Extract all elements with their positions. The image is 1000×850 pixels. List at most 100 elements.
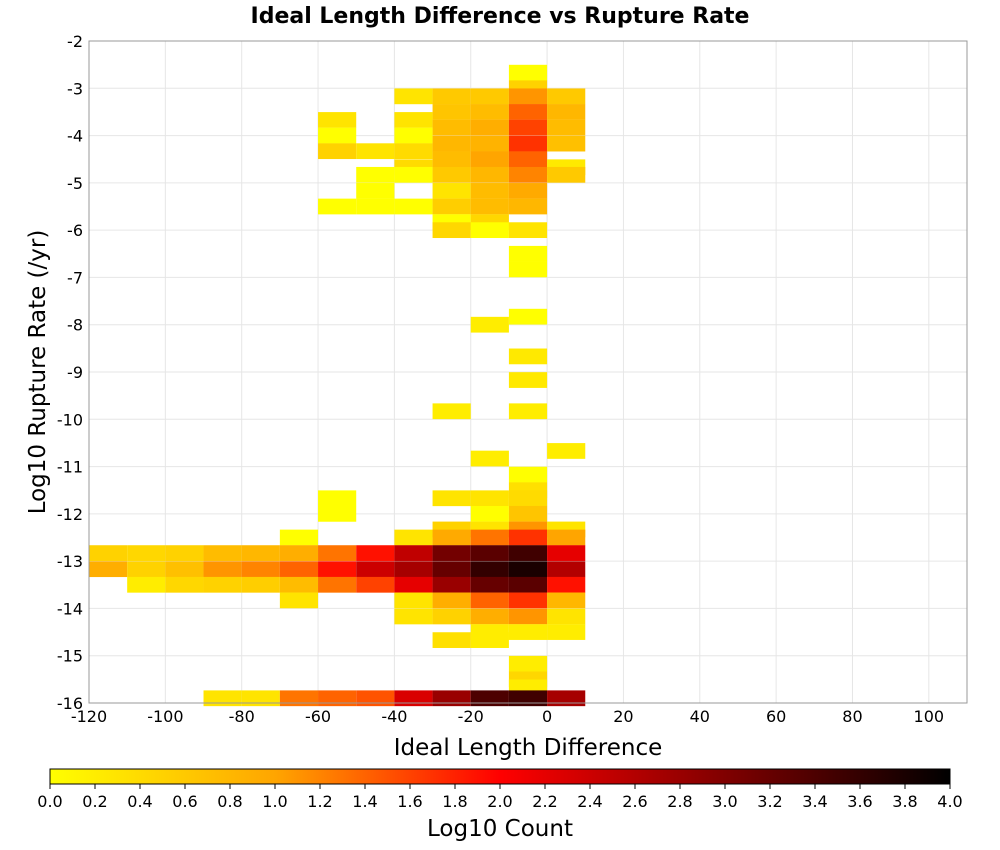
heatmap-cell [279, 576, 319, 593]
heatmap-cell [470, 632, 509, 648]
heatmap-cell [508, 261, 548, 278]
heatmap-cell [127, 561, 166, 578]
heatmap-cell [394, 576, 433, 593]
heatmap-cell [356, 561, 395, 578]
heatmap-cell [203, 690, 242, 707]
heatmap-cell [127, 545, 166, 561]
y-tick-label: -12 [57, 505, 83, 524]
heatmap-cell [318, 545, 357, 561]
heatmap-cell [470, 119, 509, 136]
heatmap-cell [547, 88, 586, 105]
heatmap-cell [318, 127, 357, 144]
colorbar-tick-label: 2.8 [667, 792, 692, 811]
heatmap-cell [508, 655, 548, 672]
heatmap-cell [547, 576, 586, 593]
heatmap-cell [508, 690, 548, 707]
heatmap-cell [508, 135, 548, 152]
colorbar-tick-label: 3.8 [892, 792, 917, 811]
heatmap-cell [470, 88, 509, 105]
heatmap-cell [432, 183, 471, 199]
colorbar-tick-label: 3.0 [712, 792, 737, 811]
heatmap-cell [508, 592, 548, 609]
heatmap-cell [432, 166, 471, 183]
heatmap-cell [394, 561, 433, 578]
heatmap-cell [508, 222, 548, 239]
heatmap-cell [470, 450, 509, 467]
heatmap-cell [508, 88, 548, 105]
plot-frame [88, 40, 968, 704]
colorbar-tick-label: 3.6 [847, 792, 872, 811]
heatmap-cell [394, 88, 433, 105]
heatmap-cell [356, 576, 395, 593]
heatmap-cell [279, 529, 319, 546]
heatmap-cell [394, 127, 433, 144]
heatmap-cell [470, 166, 509, 183]
heatmap-cell [508, 104, 548, 120]
colorbar-tick-label: 2.0 [487, 792, 512, 811]
heatmap-cell [356, 690, 395, 707]
heatmap-cell [508, 245, 548, 262]
colorbar-tick-label: 2.6 [622, 792, 647, 811]
heatmap-cell [318, 576, 357, 593]
heatmap-cell [356, 183, 395, 199]
heatmap-cell [470, 529, 509, 546]
heatmap-cell [432, 88, 471, 105]
heatmap-cell [508, 466, 548, 483]
heatmap-cells [89, 64, 586, 707]
heatmap-cell [508, 308, 548, 325]
heatmap-cell [508, 64, 548, 81]
heatmap-cell [432, 576, 471, 593]
x-ticks: -120 -100 -80 -60 -40 -20 0 20 40 60 80 100 [71, 707, 944, 726]
y-tick-label: -13 [57, 552, 83, 571]
heatmap-cell [165, 576, 204, 593]
colorbar-tick-label: 2.2 [532, 792, 557, 811]
heatmap-cell [547, 104, 586, 120]
x-tick-label: 100 [914, 707, 945, 726]
heatmap-cell [508, 608, 548, 625]
heatmap-cell [547, 624, 586, 640]
heatmap-cell [547, 690, 586, 707]
heatmap-cell [470, 592, 509, 609]
y-tick-label: -9 [67, 363, 83, 382]
x-tick-label: 20 [613, 707, 633, 726]
heatmap-cell [394, 529, 433, 546]
heatmap-cell [89, 545, 128, 561]
heatmap-cell [508, 529, 548, 546]
heatmap-cell [508, 183, 548, 199]
heatmap-cell [508, 166, 548, 183]
heatmap-cell [508, 505, 548, 522]
heatmap-cell [203, 576, 242, 593]
heatmap-cell [432, 592, 471, 609]
heatmap-cell [241, 545, 280, 561]
heatmap-cell [279, 545, 319, 561]
heatmap-cell [547, 443, 586, 459]
x-tick-label: -40 [381, 707, 407, 726]
heatmap-cell [547, 119, 586, 136]
colorbar [49, 768, 951, 785]
colorbar-tick-label: 0.6 [172, 792, 197, 811]
colorbar-tick-label: 0.2 [82, 792, 107, 811]
heatmap-cell [356, 198, 395, 215]
heatmap-cell [203, 561, 242, 578]
colorbar-tick-label: 1.0 [262, 792, 287, 811]
heatmap-cell [508, 403, 548, 420]
y-ticks: -2 -3 -4 -5 -6 -7 -8 -9 -10 -11 -12 -13 -14 -15 -16 [57, 32, 83, 713]
heatmap-cell [279, 690, 319, 707]
heatmap-cell [394, 166, 433, 183]
x-tick-label: 40 [690, 707, 710, 726]
heatmap-cell [432, 135, 471, 152]
heatmap-cell [547, 592, 586, 609]
heatmap-cell [508, 545, 548, 561]
y-tick-label: -7 [67, 268, 83, 287]
y-tick-label: -6 [67, 221, 83, 240]
heatmap-cell [394, 545, 433, 561]
heatmap-cell [470, 505, 509, 522]
x-tick-label: -60 [305, 707, 331, 726]
heatmap-cell [547, 166, 586, 183]
heatmap-cell [203, 545, 242, 561]
heatmap-cell [279, 592, 319, 609]
heatmap-cell [432, 119, 471, 136]
heatmap-cell [508, 490, 548, 507]
heatmap-cell [356, 143, 395, 160]
